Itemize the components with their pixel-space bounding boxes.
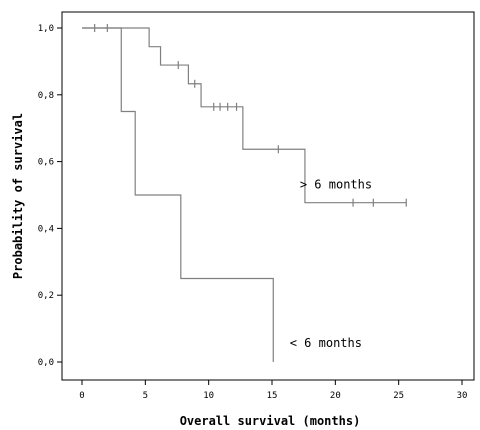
x-tick-label: 25	[393, 391, 404, 401]
y-tick-label: 0,0	[38, 358, 54, 368]
x-axis-title: Overall survival (months)	[180, 414, 361, 428]
x-tick-label: 15	[267, 391, 278, 401]
plot-frame	[61, 11, 475, 381]
y-tick-label: 0,8	[38, 91, 54, 101]
x-tick-label: 30	[457, 391, 468, 401]
x-tick-label: 0	[79, 391, 84, 401]
x-tick-label: 5	[143, 391, 148, 401]
x-tick-label: 10	[203, 391, 214, 401]
curve-layer	[82, 24, 407, 362]
series-label-over-6-months: > 6 months	[300, 177, 372, 191]
survival-curve-under-6-months	[82, 27, 274, 362]
y-tick-label: 0,2	[38, 291, 54, 301]
y-axis-title: Probability of survival	[11, 113, 25, 279]
y-tick-label: 0,4	[38, 224, 54, 234]
y-tick-label: 1,0	[38, 24, 54, 34]
y-tick-label: 0,6	[38, 158, 54, 168]
series-label-layer: > 6 months < 6 months	[290, 177, 372, 350]
tick-layer: 0 5 10 15 20 25 30 0,0 0,2 0,4 0,6 0,8 1,0	[38, 24, 468, 401]
x-tick-label: 20	[330, 391, 341, 401]
series-label-under-6-months: < 6 months	[290, 336, 362, 350]
